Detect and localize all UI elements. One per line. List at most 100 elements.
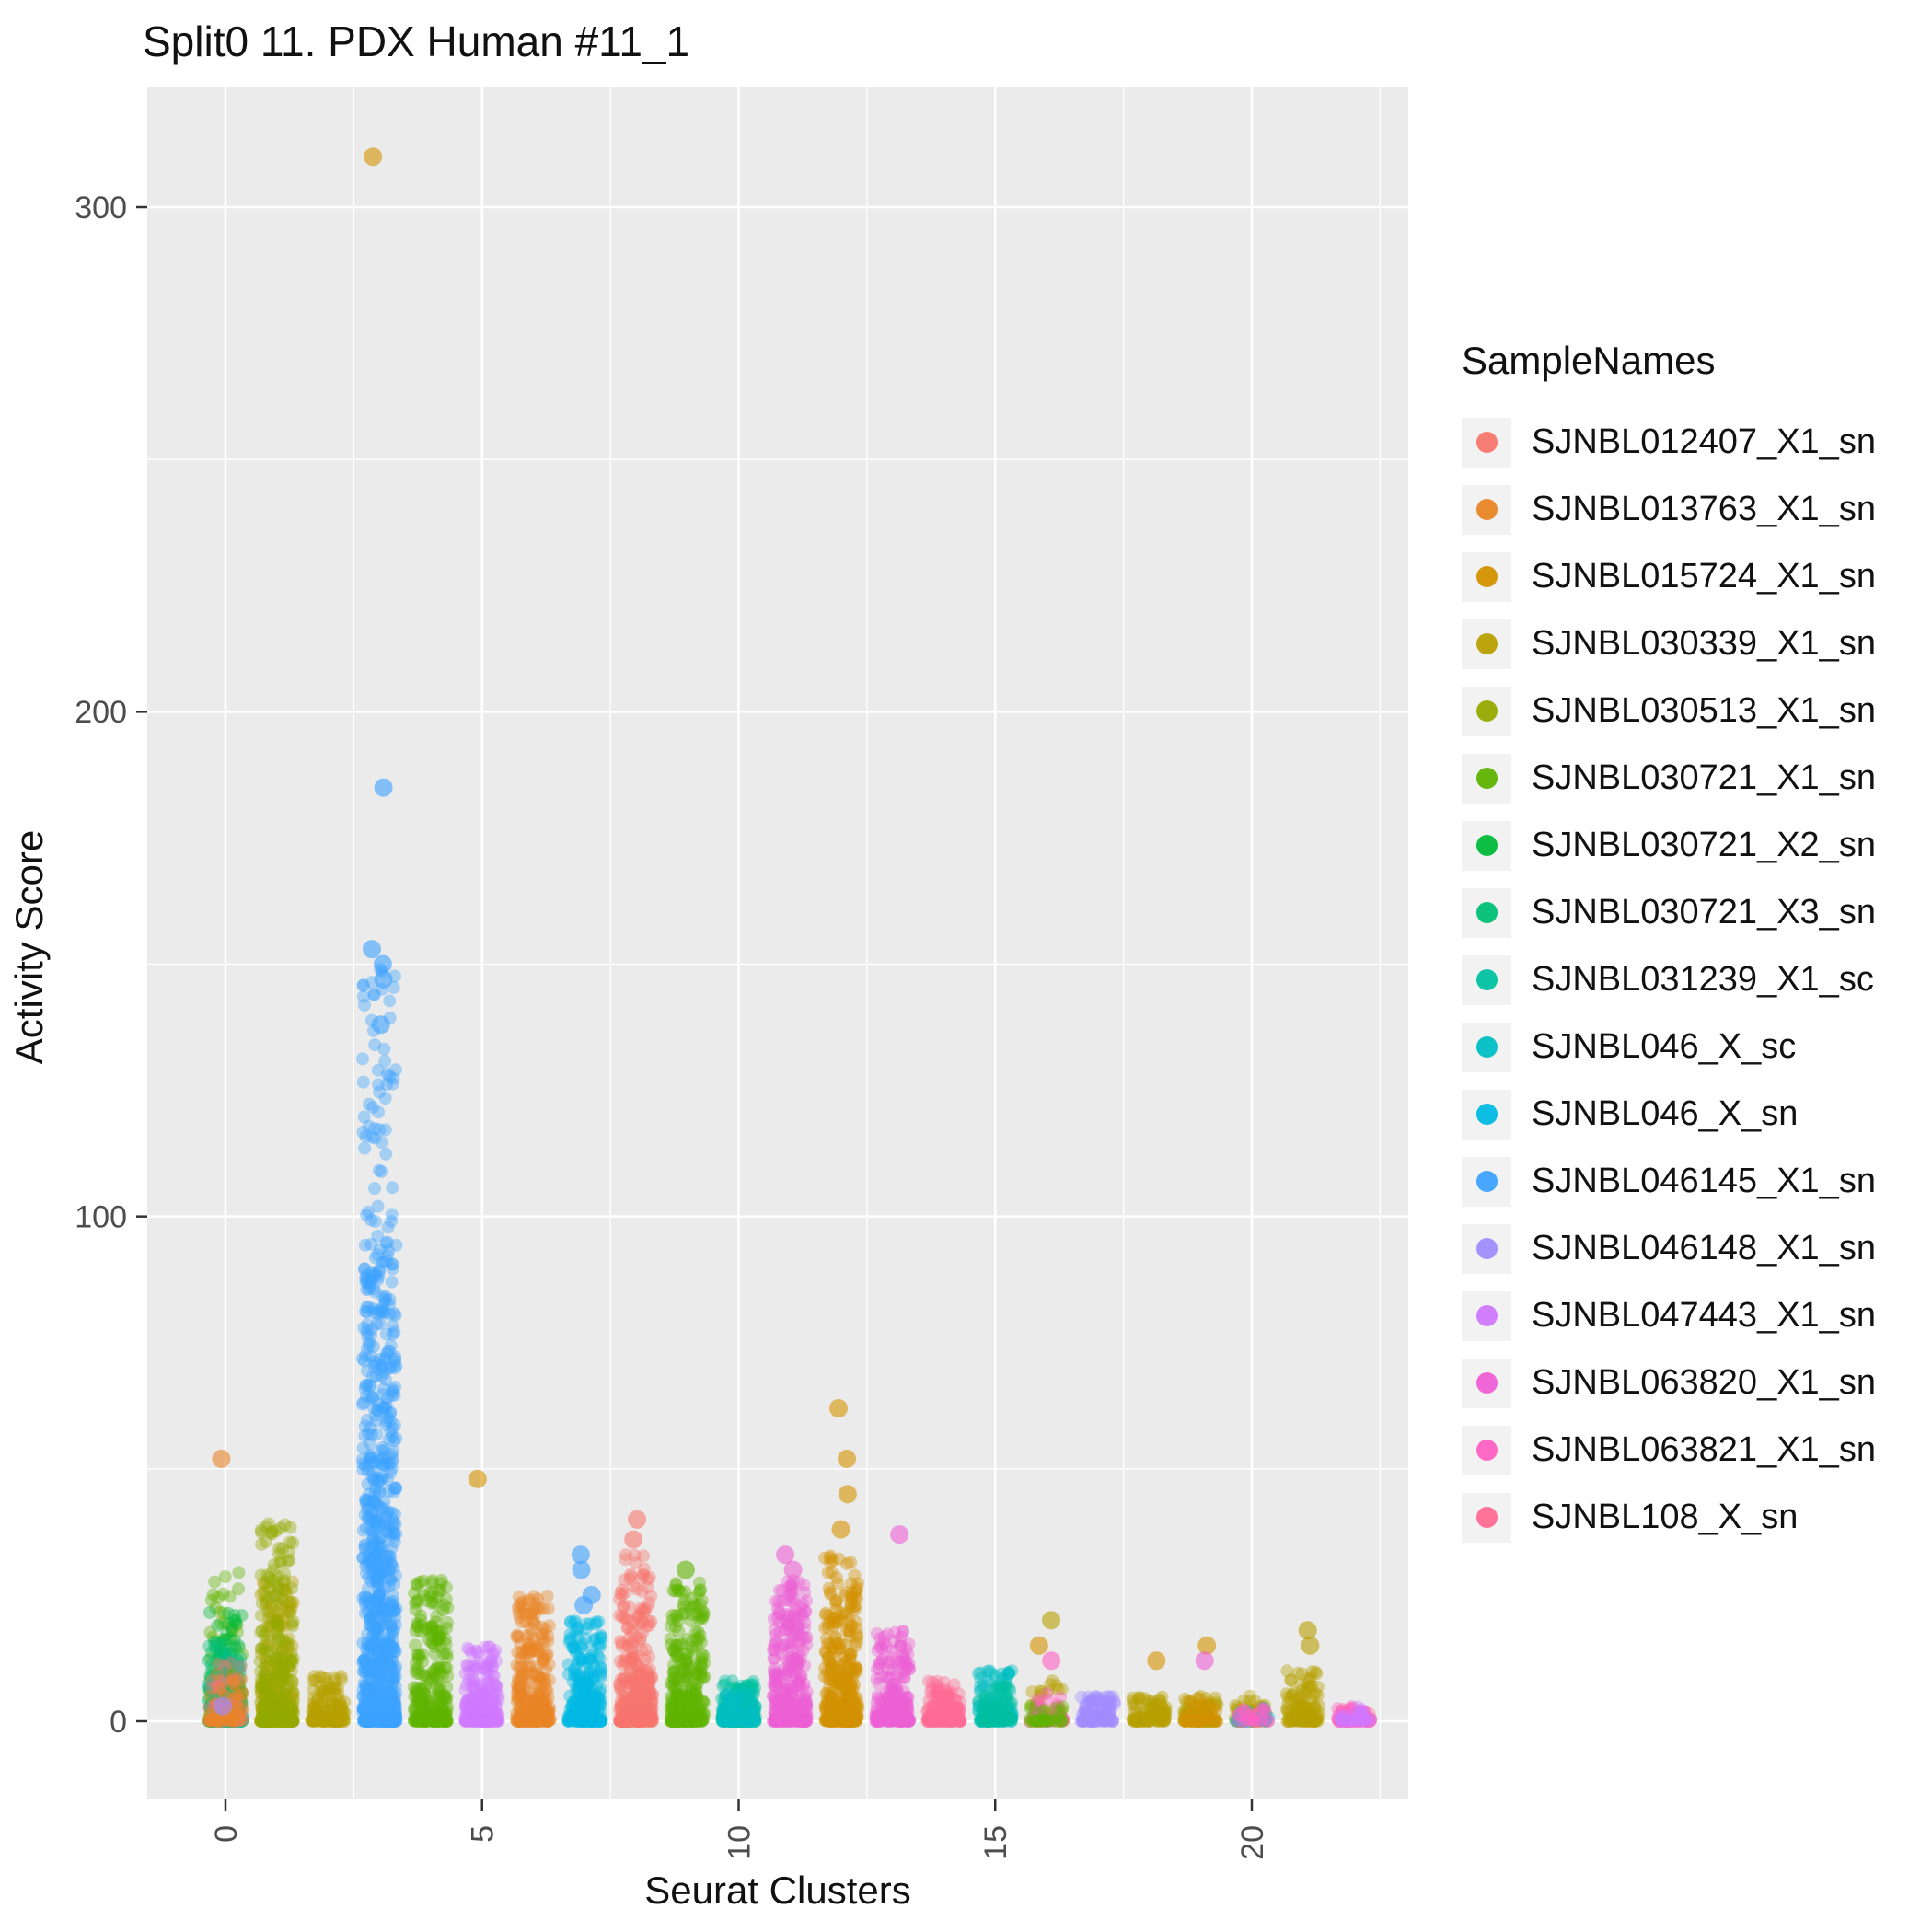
outlier-point <box>374 970 393 989</box>
legend-item: SJNBL030513_X1_sn <box>1462 677 1926 745</box>
legend-item: SJNBL031239_X1_sc <box>1462 946 1926 1013</box>
legend-item: SJNBL030721_X2_sn <box>1462 812 1926 879</box>
legend-dot-icon <box>1475 1372 1498 1394</box>
cluster-points-0 <box>202 1449 249 1728</box>
legend-item: SJNBL030721_X1_sn <box>1462 745 1926 812</box>
outlier-point <box>363 940 381 959</box>
x-tick-label: 10 <box>722 1825 757 1860</box>
y-tick-label: 300 <box>75 191 127 226</box>
legend-label: SJNBL013763_X1_sn <box>1532 490 1876 528</box>
outlier-point <box>829 1399 848 1417</box>
cluster-points-16 <box>1023 1611 1070 1728</box>
legend-label: SJNBL046_X_sc <box>1532 1027 1797 1066</box>
legend-key <box>1462 1425 1511 1475</box>
cluster-points-14 <box>920 1674 967 1728</box>
cluster-points-20 <box>1228 1689 1276 1728</box>
legend-item: SJNBL063821_X1_sn <box>1462 1417 1926 1484</box>
outlier-point <box>574 1595 594 1614</box>
outlier-point <box>1301 1636 1320 1655</box>
cluster-points-12 <box>817 1399 865 1728</box>
legend-label: SJNBL046148_X1_sn <box>1532 1229 1876 1267</box>
legend-dot-icon <box>1475 633 1498 654</box>
legend-item: SJNBL012407_X1_sn <box>1462 409 1926 476</box>
cluster-points-5 <box>458 1469 505 1728</box>
cluster-points-11 <box>766 1545 814 1728</box>
legend-key <box>1462 551 1511 602</box>
legend-label: SJNBL046145_X1_sn <box>1532 1162 1876 1200</box>
cluster-points-8 <box>612 1510 660 1728</box>
outlier-point <box>371 1015 390 1035</box>
legend-items: SJNBL012407_X1_sn SJNBL013763_X1_sn SJNBL0… <box>1462 409 1926 1551</box>
outlier-point <box>1029 1636 1048 1655</box>
legend-item: SJNBL108_X_sn <box>1462 1484 1926 1551</box>
legend-label: SJNBL063821_X1_sn <box>1532 1430 1876 1469</box>
legend-item: SJNBL046_X_sc <box>1462 1013 1926 1081</box>
legend-label: SJNBL015724_X1_sn <box>1532 557 1876 596</box>
legend-key <box>1462 954 1511 1005</box>
cluster-points-13 <box>869 1525 917 1728</box>
outlier-point <box>572 1560 591 1579</box>
plot-panel <box>147 87 1408 1799</box>
cluster-points-22 <box>1331 1700 1378 1728</box>
outlier-point <box>676 1560 695 1579</box>
legend-key <box>1462 1156 1511 1207</box>
legend-item: SJNBL046148_X1_sn <box>1462 1215 1926 1282</box>
outlier-point <box>1042 1651 1061 1671</box>
cluster-points-4 <box>407 1574 455 1728</box>
legend-key <box>1462 753 1511 804</box>
cluster-points-6 <box>510 1590 557 1728</box>
legend-dot-icon <box>1475 969 1498 990</box>
legend-dot-icon <box>1475 499 1498 520</box>
legend-dot-icon <box>1475 566 1498 587</box>
legend-dot-icon <box>1475 700 1498 722</box>
legend-dot-icon <box>1475 432 1498 453</box>
legend-key <box>1462 1290 1511 1341</box>
legend-item: SJNBL063820_X1_sn <box>1462 1349 1926 1417</box>
outlier-point <box>890 1525 909 1544</box>
legend-item: SJNBL030339_X1_sn <box>1462 610 1926 677</box>
cluster-points-19 <box>1176 1636 1224 1728</box>
outlier-point <box>1298 1621 1317 1640</box>
legend-key <box>1462 484 1511 535</box>
outlier-point <box>776 1545 795 1565</box>
cluster-points-15 <box>971 1664 1019 1728</box>
legend-title: SampleNames <box>1462 339 1716 382</box>
legend-key <box>1462 1223 1511 1274</box>
legend-item: SJNBL046145_X1_sn <box>1462 1148 1926 1215</box>
chart-title: Split0 11. PDX Human #11_1 <box>143 17 690 65</box>
outlier-point <box>214 1696 233 1716</box>
legend-key <box>1462 1089 1511 1140</box>
legend-key <box>1462 686 1511 736</box>
outlier-point <box>571 1545 590 1565</box>
legend-dot-icon <box>1475 1440 1498 1461</box>
legend-key <box>1462 1022 1511 1072</box>
x-axis-label: Seurat Clusters <box>644 1868 911 1912</box>
cluster-points-10 <box>715 1674 762 1728</box>
legend-label: SJNBL063820_X1_sn <box>1532 1363 1876 1402</box>
y-tick-label: 0 <box>110 1705 127 1740</box>
cluster-points-17 <box>1074 1689 1121 1728</box>
y-tick-label: 100 <box>75 1200 127 1235</box>
outlier-point <box>838 1485 857 1504</box>
cluster-points-2 <box>305 1670 352 1728</box>
legend: SampleNames SJNBL012407_X1_sn SJNBL013763… <box>1462 339 1926 1551</box>
legend-label: SJNBL108_X_sn <box>1532 1498 1799 1536</box>
outlier-point <box>783 1560 803 1579</box>
legend-key <box>1462 619 1511 669</box>
legend-label: SJNBL046_X_sn <box>1532 1094 1799 1133</box>
cluster-points-21 <box>1279 1621 1326 1728</box>
cluster-points-3 <box>355 147 403 1728</box>
legend-dot-icon <box>1475 835 1498 856</box>
outlier-point <box>831 1520 850 1539</box>
legend-dot-icon <box>1475 768 1498 789</box>
cluster-points-1 <box>253 1517 301 1728</box>
legend-label: SJNBL030721_X1_sn <box>1532 758 1876 797</box>
outlier-point <box>1042 1611 1060 1630</box>
legend-dot-icon <box>1475 1104 1498 1125</box>
legend-item: SJNBL013763_X1_sn <box>1462 476 1926 543</box>
legend-key <box>1462 820 1511 871</box>
legend-item: SJNBL047443_X1_sn <box>1462 1282 1926 1349</box>
